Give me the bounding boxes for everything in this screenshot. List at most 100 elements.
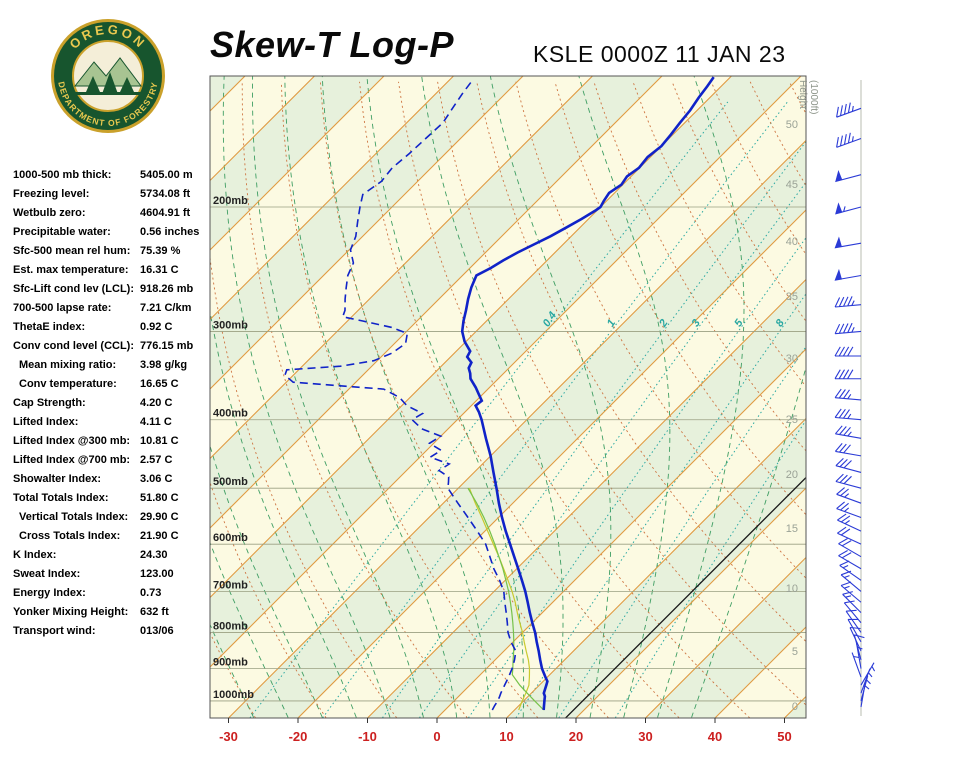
svg-text:-20: -20 xyxy=(289,729,308,744)
stat-row: Wetbulb zero: 4604.91 ft xyxy=(13,204,213,223)
svg-text:45: 45 xyxy=(786,179,798,191)
svg-text:30: 30 xyxy=(786,353,798,365)
svg-text:0: 0 xyxy=(792,701,798,713)
stat-row: 1000-500 mb thick: 5405.00 m xyxy=(13,166,213,185)
stat-row: Showalter Index: 3.06 C xyxy=(13,470,213,489)
wind-barb xyxy=(842,591,862,614)
pressure-labels: 200mb 300mb 400mb 500mb 600mb 700mb 800mb 900mb… xyxy=(213,195,254,701)
stat-label: Cap Strength: xyxy=(13,397,86,409)
black-reference-line xyxy=(565,476,806,718)
temperature-axis: -30 -20 -10 0 10 20 30 40 50 xyxy=(219,718,792,744)
svg-text:300mb: 300mb xyxy=(213,319,248,331)
stat-label: Conv cond level (CCL): xyxy=(13,340,135,352)
wind-barb xyxy=(835,202,862,215)
wind-barb xyxy=(834,388,862,401)
chart-border xyxy=(209,75,807,719)
stat-label: Transport wind: xyxy=(13,625,96,637)
height-axis: 0 5 10 15 20 25 30 35 40 45 50 Height (1000ft) xyxy=(786,80,819,713)
wind-barb xyxy=(836,501,862,518)
stat-value: 776.15 mb xyxy=(140,340,194,352)
svg-text:15: 15 xyxy=(786,523,798,535)
background-band xyxy=(854,76,960,718)
stat-label: Lifted Index @300 mb: xyxy=(13,435,131,447)
svg-text:1: 1 xyxy=(605,317,618,329)
stat-label: 1000-500 mb thick: xyxy=(13,169,112,181)
background-band xyxy=(784,696,806,718)
svg-text:40: 40 xyxy=(708,729,722,744)
stat-label: Sfc-500 mean rel hum: xyxy=(13,245,131,257)
wind-barb xyxy=(836,132,862,148)
stat-value: 4.11 C xyxy=(140,416,172,428)
stat-value: 7.21 C/km xyxy=(140,302,192,314)
stat-label: Cross Totals Index: xyxy=(19,530,121,542)
stat-value: 10.81 C xyxy=(140,435,179,447)
svg-text:400mb: 400mb xyxy=(213,408,248,420)
stat-row: Total Totals Index: 51.80 C xyxy=(13,489,213,508)
logo-ground xyxy=(75,92,141,95)
svg-text:700mb: 700mb xyxy=(213,579,248,591)
svg-text:800mb: 800mb xyxy=(213,620,248,632)
stat-row: Mean mixing ratio: 3.98 g/kg xyxy=(13,356,213,375)
stat-row: Transport wind: 013/06 xyxy=(13,622,213,641)
wind-barb xyxy=(851,652,862,678)
parcel-line xyxy=(467,487,545,711)
station-datetime: KSLE 0000Z 11 JAN 23 xyxy=(533,41,786,67)
stat-value: 5405.00 m xyxy=(140,169,193,181)
svg-text:500mb: 500mb xyxy=(213,476,248,488)
wind-barb xyxy=(834,408,862,421)
svg-text:0: 0 xyxy=(433,729,440,744)
stat-row: Freezing level: 5734.08 ft xyxy=(13,185,213,204)
svg-text:25: 25 xyxy=(786,414,798,426)
stat-label: Vertical Totals Index: xyxy=(19,511,129,523)
wind-barbs xyxy=(834,80,876,716)
stat-row: Conv temperature: 16.65 C xyxy=(13,375,213,394)
svg-text:10: 10 xyxy=(499,729,513,744)
stat-row: K Index: 24.30 xyxy=(13,546,213,565)
svg-text:20: 20 xyxy=(786,469,798,481)
wind-barb xyxy=(834,236,862,249)
stat-row: Cross Totals Index: 21.90 C xyxy=(13,527,213,546)
stat-row: Conv cond level (CCL): 776.15 mb xyxy=(13,337,213,356)
stat-value: 4.20 C xyxy=(140,397,173,409)
stat-row: Sfc-500 mean rel hum: 75.39 % xyxy=(13,242,213,261)
background-band xyxy=(0,76,176,718)
page-title: Skew-T Log-P xyxy=(210,24,455,65)
stat-label: Est. max temperature: xyxy=(13,264,129,276)
stat-value: 75.39 % xyxy=(140,245,181,257)
wind-barb xyxy=(860,662,876,686)
stat-value: 918.26 mb xyxy=(140,283,194,295)
wind-barb xyxy=(837,513,862,532)
stat-label: 700-500 lapse rate: xyxy=(13,302,112,314)
dewpoint-trace xyxy=(283,81,517,711)
wet-bulb-line xyxy=(468,487,531,711)
svg-text:40: 40 xyxy=(786,236,798,248)
stat-value: 2.57 C xyxy=(140,454,173,466)
svg-text:1000mb: 1000mb xyxy=(213,689,254,701)
stat-label: Conv temperature: xyxy=(19,378,117,390)
dry-adiabats xyxy=(210,81,806,718)
stat-row: Lifted Index: 4.11 C xyxy=(13,413,213,432)
stat-value: 0.73 xyxy=(140,587,162,599)
wind-barb xyxy=(836,487,862,504)
stat-row: Precipitable water: 0.56 inches xyxy=(13,223,213,242)
stat-row: Energy Index: 0.73 xyxy=(13,584,213,603)
wind-barb xyxy=(834,296,862,308)
wind-barb xyxy=(847,618,862,643)
stat-label: Lifted Index: xyxy=(13,416,79,428)
wind-barb xyxy=(834,322,862,335)
logo-trees-icon xyxy=(86,72,134,94)
stat-value: 5734.08 ft xyxy=(140,188,191,200)
stat-label: Energy Index: xyxy=(13,587,86,599)
temperature-trace xyxy=(460,76,715,711)
background-band xyxy=(210,76,806,718)
stat-value: 0.56 inches xyxy=(140,226,200,238)
stat-row: Vertical Totals Index: 29.90 C xyxy=(13,508,213,527)
stat-label: Lifted Index @700 mb: xyxy=(13,454,131,466)
wind-barb xyxy=(860,675,871,702)
plot-area xyxy=(0,76,960,718)
stat-value: 3.06 C xyxy=(140,473,173,485)
stat-label: Showalter Index: xyxy=(13,473,102,485)
stat-row: Est. max temperature: 16.31 C xyxy=(13,261,213,280)
wind-barb xyxy=(835,169,862,183)
